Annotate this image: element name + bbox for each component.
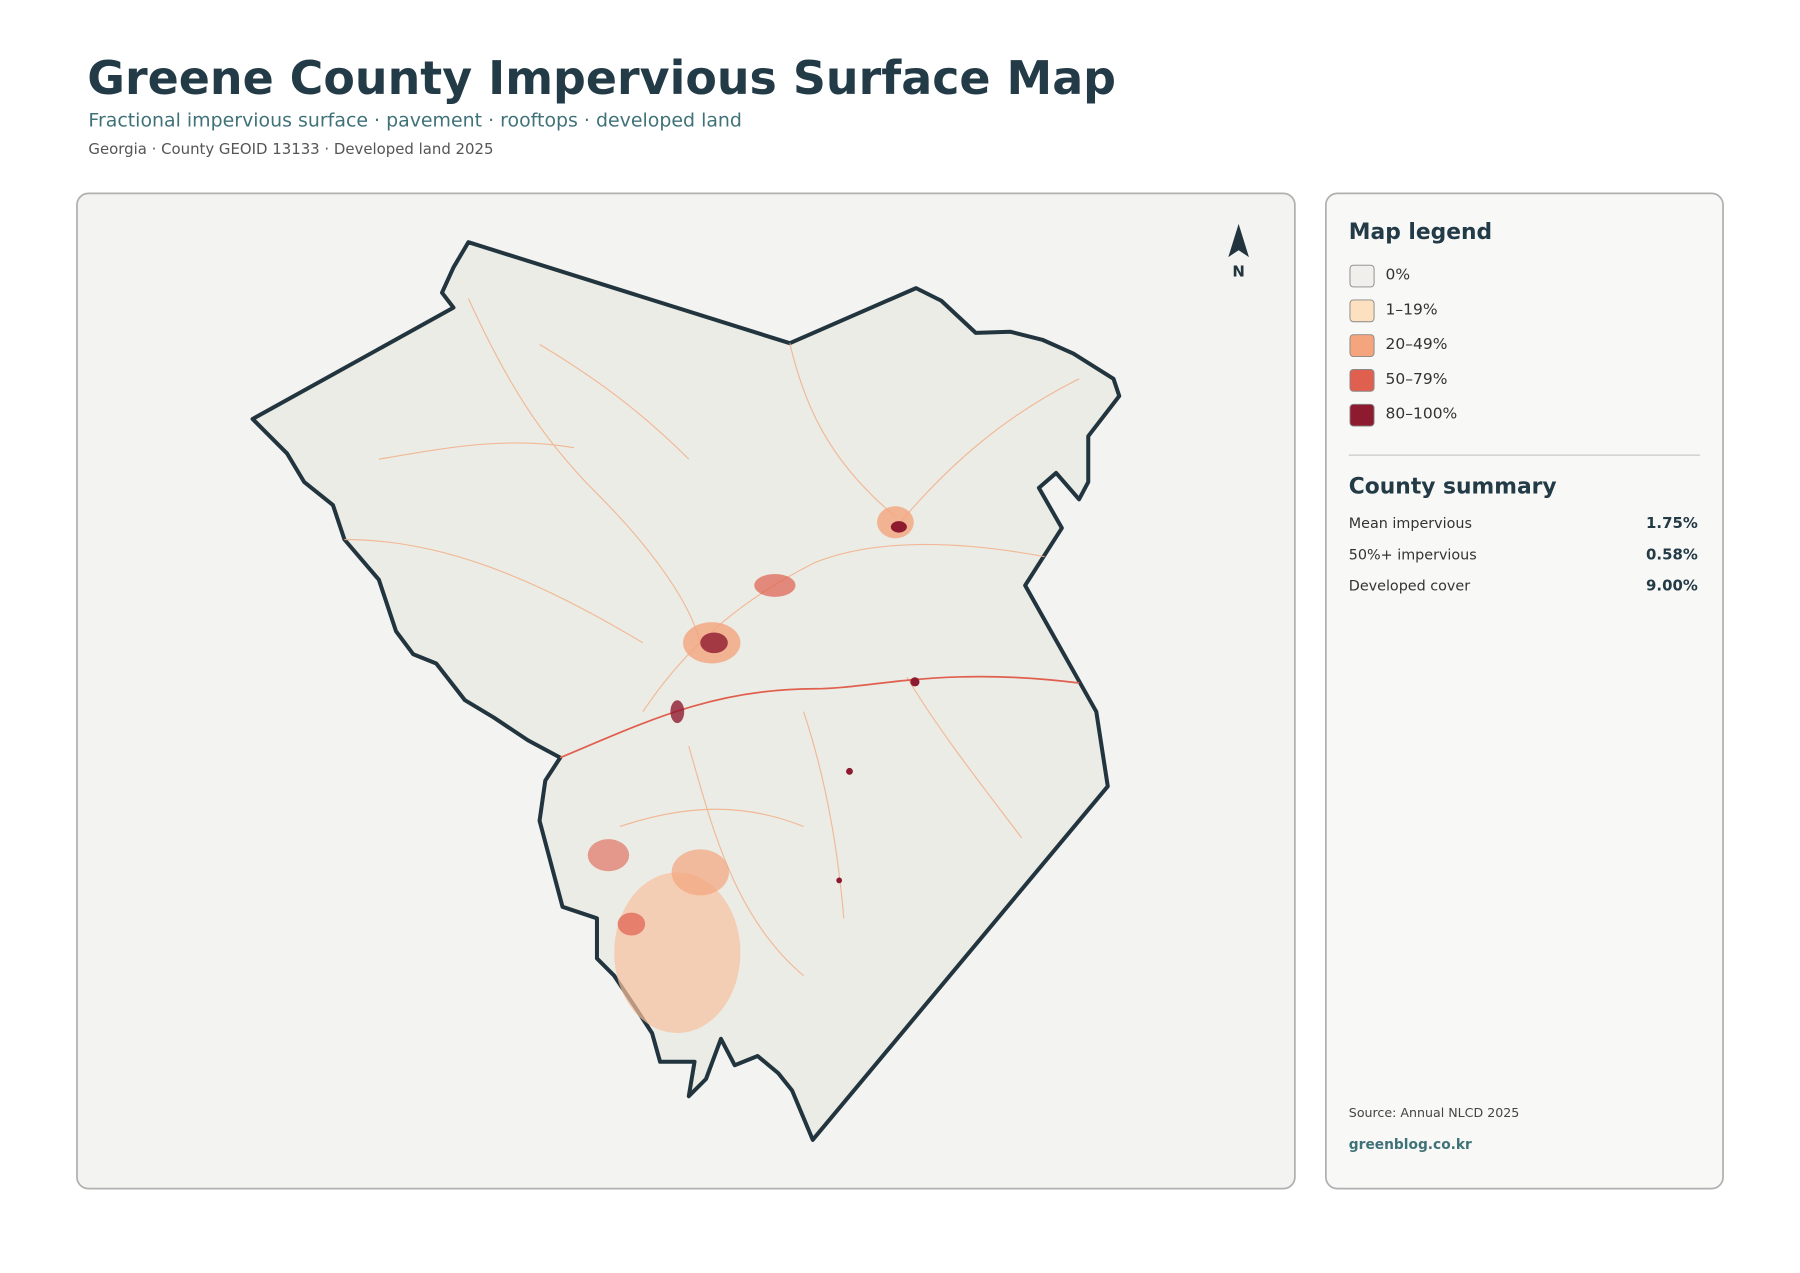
- legend-label: 1–19%: [1386, 300, 1438, 318]
- legend-swatch: [1349, 403, 1375, 427]
- legend-label: 20–49%: [1386, 335, 1448, 353]
- legend-label: 0%: [1386, 266, 1411, 284]
- developed-areas: [559, 506, 1080, 1034]
- summary-label: Developed cover: [1349, 579, 1470, 595]
- legend-label: 80–100%: [1386, 405, 1458, 423]
- legend-swatch: [1349, 264, 1375, 288]
- summary-rows: Mean impervious 1.75% 50%+ impervious 0.58%…: [1349, 514, 1698, 595]
- summary-label: Mean impervious: [1349, 516, 1472, 532]
- summary-value: 9.00%: [1646, 577, 1698, 595]
- page-meta: Georgia · County GEOID 13133 · Developed…: [88, 140, 493, 158]
- north-arrow: N: [1228, 223, 1249, 281]
- summary-label: 50%+ impervious: [1349, 547, 1477, 563]
- legend-label: 50–79%: [1386, 370, 1448, 388]
- legend-items: 0% 1–19% 20–49% 50–79% 80–100%: [1349, 264, 1458, 427]
- page-title: Greene County Impervious Surface Map: [87, 51, 1116, 105]
- legend-swatch: [1349, 369, 1375, 392]
- summary-value: 0.58%: [1646, 545, 1698, 563]
- page-subtitle: Fractional impervious surface · pavement…: [88, 109, 742, 131]
- legend-swatch: [1349, 299, 1375, 323]
- site-link[interactable]: greenblog.co.kr: [1349, 1137, 1472, 1153]
- north-arrow-icon: [1228, 223, 1249, 258]
- north-label: N: [1232, 263, 1244, 281]
- legend-panel: [1325, 192, 1724, 1190]
- summary-title: County summary: [1349, 475, 1557, 500]
- legend-title: Map legend: [1349, 220, 1492, 245]
- legend-swatch: [1349, 334, 1375, 357]
- summary-value: 1.75%: [1646, 514, 1698, 532]
- county-map: [250, 240, 1122, 1142]
- source-note: Source: Annual NLCD 2025: [1349, 1105, 1519, 1120]
